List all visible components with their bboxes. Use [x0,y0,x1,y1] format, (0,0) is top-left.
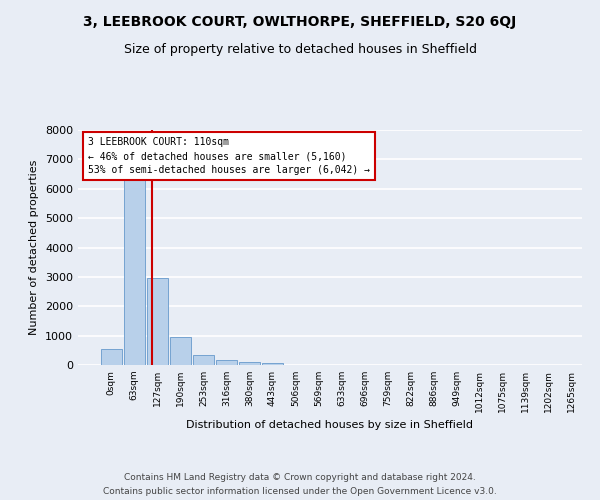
Text: Contains HM Land Registry data © Crown copyright and database right 2024.: Contains HM Land Registry data © Crown c… [124,472,476,482]
X-axis label: Distribution of detached houses by size in Sheffield: Distribution of detached houses by size … [187,420,473,430]
Bar [170,337,191,365]
Text: Size of property relative to detached houses in Sheffield: Size of property relative to detached ho… [124,42,476,56]
Bar [101,349,122,365]
Text: Contains public sector information licensed under the Open Government Licence v3: Contains public sector information licen… [103,488,497,496]
Y-axis label: Number of detached properties: Number of detached properties [29,160,40,335]
Text: 3 LEEBROOK COURT: 110sqm
← 46% of detached houses are smaller (5,160)
53% of sem: 3 LEEBROOK COURT: 110sqm ← 46% of detach… [88,137,370,175]
Bar [262,363,283,365]
Bar [193,355,214,365]
Bar [124,178,145,365]
Text: 3, LEEBROOK COURT, OWLTHORPE, SHEFFIELD, S20 6QJ: 3, LEEBROOK COURT, OWLTHORPE, SHEFFIELD,… [83,15,517,29]
Bar [147,278,167,365]
Bar [239,362,260,365]
Bar [216,360,237,365]
